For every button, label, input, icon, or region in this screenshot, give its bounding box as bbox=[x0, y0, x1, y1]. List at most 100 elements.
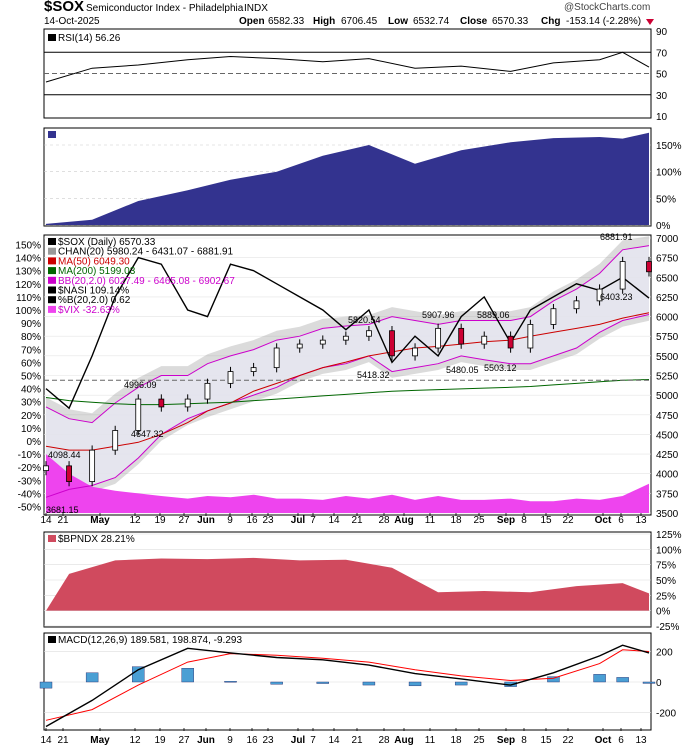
price-tick-label: 4000 bbox=[656, 470, 679, 481]
price-tick-label: 4750 bbox=[656, 411, 679, 422]
x-axis-label: 28 bbox=[378, 735, 390, 746]
x-axis-label: 8 bbox=[521, 735, 527, 746]
percent-tick-label: 130% bbox=[15, 267, 41, 278]
price-legend-item: $VIX -32.63% bbox=[58, 305, 120, 316]
macd-tick-label: -200 bbox=[656, 709, 676, 720]
candle-body bbox=[482, 336, 487, 344]
price-tick-label: 5750 bbox=[656, 332, 679, 343]
x-axis-label: 19 bbox=[154, 735, 166, 746]
close-value: 6570.33 bbox=[492, 16, 529, 27]
candle-body bbox=[620, 262, 625, 290]
percent-tick-label: -20% bbox=[18, 463, 41, 474]
low-label: Low bbox=[388, 16, 408, 27]
price-annotation: 5889.06 bbox=[477, 310, 510, 320]
x-axis-label: Oct bbox=[595, 515, 612, 526]
candle-body bbox=[343, 336, 348, 340]
candle-body bbox=[551, 309, 556, 325]
x-axis-label: 7 bbox=[310, 735, 316, 746]
price-annotation: 4098.44 bbox=[48, 450, 81, 460]
price-annotation: 5907.96 bbox=[422, 310, 455, 320]
x-axis-label: 15 bbox=[540, 515, 552, 526]
open-value: 6582.33 bbox=[268, 16, 305, 27]
index-name: Semiconductor Index - Philadelphia bbox=[86, 3, 244, 14]
x-axis-label: Oct bbox=[595, 735, 612, 746]
candle-body bbox=[136, 399, 141, 430]
percent-tick-label: 50% bbox=[21, 372, 41, 383]
x-axis-label: 6 bbox=[618, 735, 624, 746]
macd-histogram-bar bbox=[643, 682, 655, 683]
candle-body bbox=[366, 331, 371, 337]
percent-tick-label: 140% bbox=[15, 254, 41, 265]
percent-tick-label: -40% bbox=[18, 489, 41, 500]
price-tick-label: 4500 bbox=[656, 430, 679, 441]
x-axis-label: 16 bbox=[246, 735, 258, 746]
candle-body bbox=[113, 431, 118, 451]
candle-body bbox=[228, 372, 233, 384]
macd-legend-swatch bbox=[48, 636, 56, 643]
percent-tick-label: 120% bbox=[15, 280, 41, 291]
x-axis-label: 21 bbox=[351, 735, 363, 746]
x-axis-label: 9 bbox=[227, 515, 233, 526]
chg-label: Chg bbox=[541, 16, 560, 27]
price-annotation: 3681.15 bbox=[46, 505, 79, 515]
symbol-title: $SOX bbox=[44, 0, 84, 15]
percent-tick-label: 30% bbox=[21, 398, 41, 409]
price-annotation: 6881.91 bbox=[600, 232, 633, 242]
x-axis-label: 11 bbox=[425, 515, 436, 526]
high-value: 6706.45 bbox=[341, 16, 378, 27]
x-axis-label: 13 bbox=[635, 735, 647, 746]
x-axis-label: 12 bbox=[129, 735, 141, 746]
candle-body bbox=[205, 383, 210, 399]
x-axis-label: 12 bbox=[129, 515, 141, 526]
macd-histogram-bar bbox=[363, 682, 375, 685]
candle-body bbox=[647, 262, 652, 272]
x-axis-label: 18 bbox=[450, 735, 462, 746]
x-axis-label: 13 bbox=[635, 515, 647, 526]
x-axis-label: 19 bbox=[154, 515, 166, 526]
macd-histogram-bar bbox=[617, 677, 629, 682]
price-legend-swatch bbox=[48, 248, 56, 255]
percent-tick-label: 40% bbox=[21, 385, 41, 396]
x-axis-label: 6 bbox=[618, 515, 624, 526]
candle-body bbox=[274, 348, 279, 368]
price-annotation: 5820.54 bbox=[348, 315, 381, 325]
x-axis-label: 25 bbox=[473, 735, 485, 746]
macd-tick-label: 200 bbox=[656, 647, 673, 658]
candle-body bbox=[459, 328, 464, 344]
rsi-tick-label: 50 bbox=[656, 70, 668, 81]
price-tick-label: 5250 bbox=[656, 372, 679, 383]
percent-tick-label: 10% bbox=[21, 424, 41, 435]
x-axis-label: 15 bbox=[540, 735, 552, 746]
percent-tick-label: 70% bbox=[21, 345, 41, 356]
macd-histogram-bar bbox=[86, 673, 98, 682]
x-axis-label: May bbox=[90, 735, 110, 746]
percent-tick-label: 110% bbox=[16, 293, 41, 304]
macd-histogram-bar bbox=[409, 682, 421, 686]
price-legend-swatch bbox=[48, 267, 56, 274]
chg-value: -153.14 (-2.28%) bbox=[566, 16, 641, 27]
percent-tick-label: 60% bbox=[21, 358, 41, 369]
macd-histogram-bar bbox=[317, 682, 329, 684]
x-axis-label: 18 bbox=[450, 515, 462, 526]
macd-histogram-bar bbox=[40, 682, 52, 688]
bpndx-tick-label: 100% bbox=[656, 545, 682, 556]
naa-tick-label: 50% bbox=[656, 194, 676, 205]
percent-tick-label: 20% bbox=[21, 411, 41, 422]
x-axis-label: Aug bbox=[394, 515, 413, 526]
price-tick-label: 5500 bbox=[656, 352, 679, 363]
bpndx-legend: $BPNDX 28.21% bbox=[58, 534, 135, 545]
x-axis-label: Jul bbox=[291, 735, 306, 746]
price-legend-swatch bbox=[48, 238, 56, 245]
macd-legend: MACD(12,26,9) 189.581, 198.874, -9.293 bbox=[58, 635, 242, 646]
x-axis-label: 14 bbox=[328, 515, 340, 526]
price-legend-swatch bbox=[48, 306, 56, 313]
price-annotation: 5503.12 bbox=[484, 363, 517, 373]
x-axis-label: Jun bbox=[197, 735, 215, 746]
bpndx-legend-swatch bbox=[48, 535, 56, 542]
close-label: Close bbox=[460, 16, 488, 27]
candle-body bbox=[436, 328, 441, 348]
x-axis-label: 28 bbox=[378, 515, 390, 526]
percent-tick-label: -10% bbox=[18, 450, 41, 461]
macd-histogram-bar bbox=[271, 682, 283, 684]
